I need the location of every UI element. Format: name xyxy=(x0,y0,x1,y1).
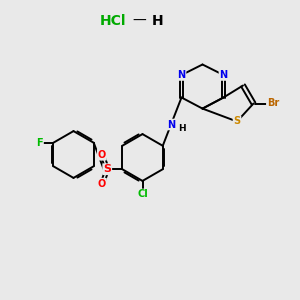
Text: S: S xyxy=(103,164,111,174)
Text: Cl: Cl xyxy=(137,189,148,200)
Text: HCl: HCl xyxy=(100,14,126,28)
Text: Br: Br xyxy=(267,98,279,109)
Text: O: O xyxy=(98,178,106,189)
Text: F: F xyxy=(36,138,43,148)
Text: S: S xyxy=(233,116,241,127)
Text: H: H xyxy=(152,14,163,28)
Text: O: O xyxy=(98,150,106,160)
Text: N: N xyxy=(167,119,175,130)
Text: H: H xyxy=(178,124,186,133)
Text: N: N xyxy=(219,70,228,80)
Text: N: N xyxy=(177,70,186,80)
Text: —: — xyxy=(133,14,146,28)
